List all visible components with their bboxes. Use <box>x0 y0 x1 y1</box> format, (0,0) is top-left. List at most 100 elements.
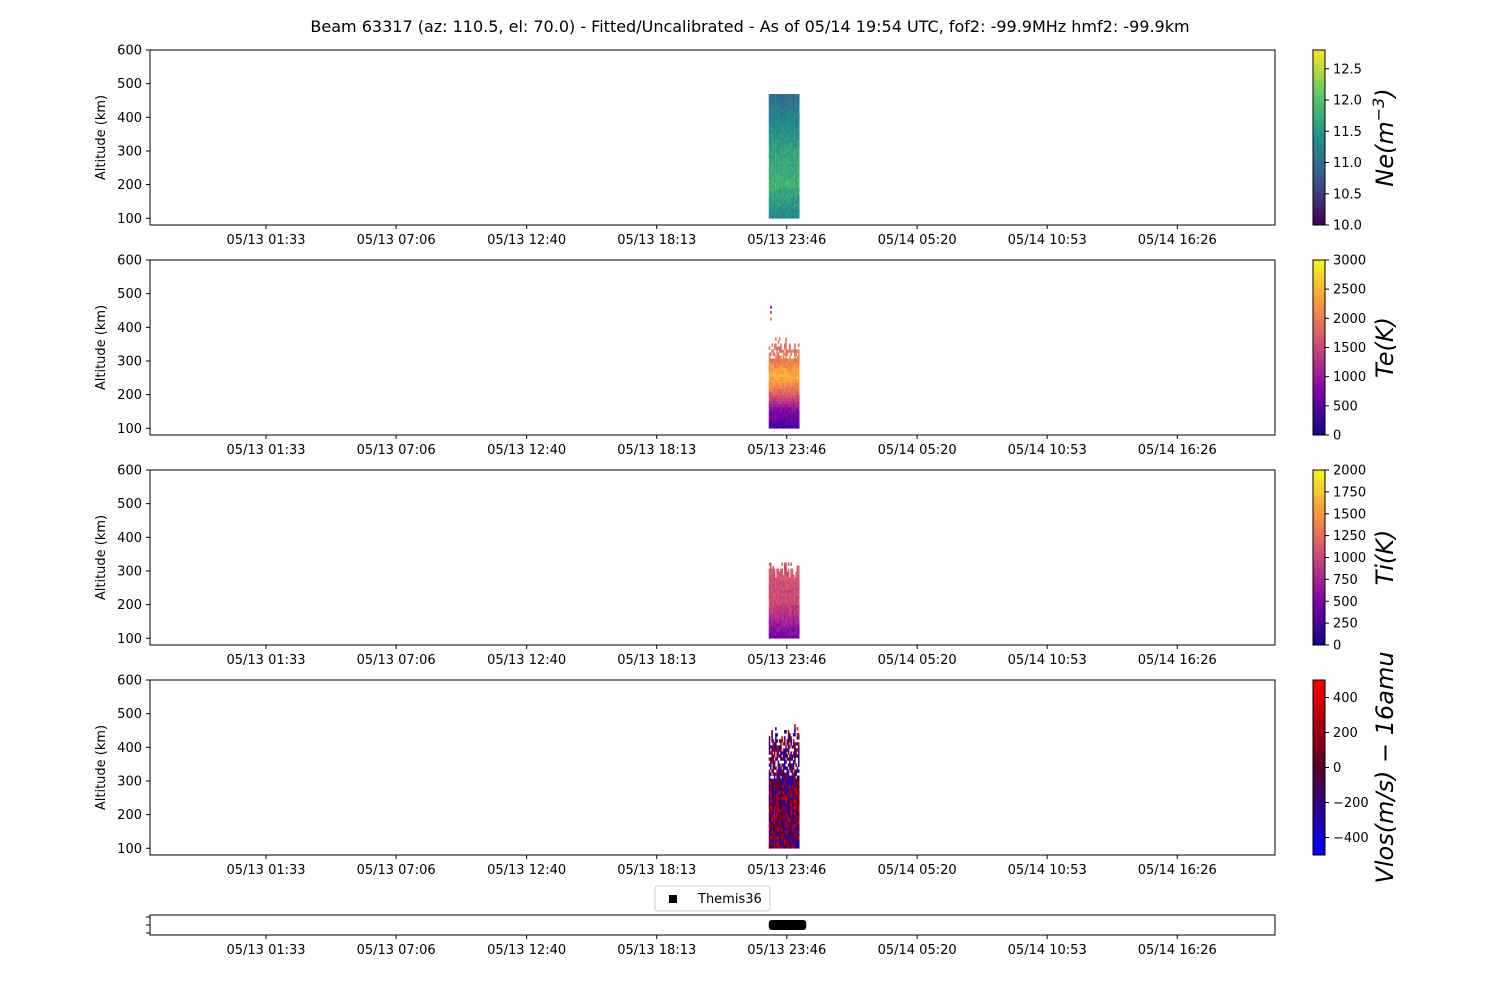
data-cell <box>776 106 778 110</box>
data-cell <box>792 787 795 792</box>
data-cell <box>790 580 792 585</box>
data-cell <box>785 215 787 219</box>
data-cell <box>772 611 775 615</box>
data-cell <box>792 145 795 149</box>
data-cell <box>770 181 772 186</box>
data-cell <box>770 121 772 125</box>
data-cell <box>789 154 791 158</box>
data-cell <box>778 172 781 177</box>
data-cell <box>790 410 792 414</box>
data-cell <box>780 215 782 219</box>
data-cell <box>787 568 790 572</box>
data-cell <box>768 200 771 204</box>
colorbar-tick-label: 11.0 <box>1333 156 1362 171</box>
data-cell <box>782 781 785 785</box>
data-cell <box>777 379 780 384</box>
data-cell <box>780 160 782 165</box>
data-cell <box>780 127 782 131</box>
data-cell <box>795 833 797 837</box>
data-cell <box>790 422 792 426</box>
data-cell <box>794 136 796 140</box>
data-cell <box>776 845 778 849</box>
data-cell <box>796 394 799 399</box>
data-cell <box>791 784 794 788</box>
data-cell <box>783 343 786 347</box>
data-cell <box>796 632 799 636</box>
data-cell <box>796 817 799 822</box>
data-cell <box>787 839 790 843</box>
data-cell <box>790 416 792 420</box>
data-cell <box>785 404 787 408</box>
data-cell <box>782 184 785 189</box>
data-cell <box>794 376 796 381</box>
data-cell <box>772 373 775 378</box>
data-cell <box>790 394 792 399</box>
data-cell <box>791 172 794 177</box>
data-cell <box>777 805 780 810</box>
data-cell <box>768 97 771 101</box>
data-cell <box>791 187 794 192</box>
data-cell <box>778 97 781 101</box>
data-cell <box>790 632 792 636</box>
data-cell <box>794 724 796 728</box>
data-cell <box>778 842 781 846</box>
data-cell <box>794 163 796 168</box>
data-cell <box>785 94 787 98</box>
data-cell <box>780 583 782 588</box>
data-cell <box>794 799 796 804</box>
data-cell <box>778 604 781 609</box>
data-cell <box>772 626 775 630</box>
data-cell <box>772 178 775 183</box>
data-cell <box>785 97 787 101</box>
data-cell <box>794 343 796 347</box>
data-cell <box>785 370 787 375</box>
data-cell <box>780 836 782 840</box>
data-cell <box>768 413 771 417</box>
data-cell <box>795 376 797 381</box>
data-cell <box>787 349 790 353</box>
data-cell <box>772 181 775 186</box>
data-cell <box>791 394 794 399</box>
data-cell <box>771 787 773 792</box>
data-cell <box>771 175 773 180</box>
data-cell <box>785 562 787 566</box>
data-cell <box>776 115 778 119</box>
data-cell <box>778 635 781 639</box>
data-cell <box>780 115 782 119</box>
data-cell <box>797 148 800 152</box>
data-cell <box>792 215 795 219</box>
data-cell <box>792 191 795 195</box>
data-cell <box>781 422 784 426</box>
data-cell <box>780 382 782 387</box>
data-cell <box>783 127 786 131</box>
data-cell <box>782 766 785 770</box>
data-cell <box>792 821 795 825</box>
data-cell <box>768 635 771 639</box>
colorbar <box>1312 49 1326 226</box>
x-tick-label: 05/13 12:40 <box>487 943 566 958</box>
data-cell <box>791 151 794 155</box>
data-cell <box>785 833 787 837</box>
data-cell <box>786 802 789 807</box>
data-cell <box>783 115 786 119</box>
data-cell <box>777 814 780 819</box>
data-cell <box>782 100 785 104</box>
data-cell <box>786 635 789 639</box>
data-cell <box>783 836 786 840</box>
data-cell <box>768 836 771 840</box>
x-tick-label: 05/13 12:40 <box>487 863 566 878</box>
data-cell <box>790 373 792 378</box>
data-cell <box>795 124 797 128</box>
data-cell <box>775 127 777 131</box>
data-cell <box>777 787 780 792</box>
data-cell <box>786 583 789 588</box>
data-cell <box>770 598 772 603</box>
data-cell <box>776 401 778 405</box>
data-cell <box>795 589 797 594</box>
data-cell <box>785 592 787 597</box>
data-cell <box>776 814 778 819</box>
data-cell <box>795 191 797 195</box>
data-cell <box>777 623 780 627</box>
data-cell <box>795 781 797 785</box>
data-cell <box>785 346 787 350</box>
